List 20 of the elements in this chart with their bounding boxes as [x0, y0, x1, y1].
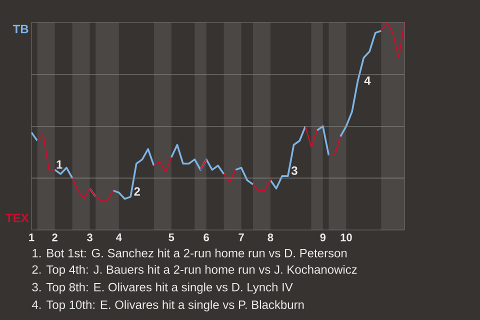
text: 2. Top 4th: J. Bauers hit a 2-run home run vs J. Kochanowicz [32, 265, 357, 276]
x-tick-label: 4 [116, 234, 122, 242]
x-tick-label: 6 [204, 234, 210, 242]
annotation: 4 [364, 76, 371, 85]
text: 3. Top 8th: E. Olivares hit a single vs D. Lynch IV [32, 282, 293, 294]
x-tick-label: 2 [52, 234, 58, 242]
text: 4. Top 10th: E. Olivares hit a single vs P. Blackburn [32, 300, 304, 312]
x-tick-label: 7 [238, 234, 244, 242]
x-tick-label: 3 [86, 234, 92, 242]
x-tick-label: 1 [29, 234, 34, 242]
text: TEX [6, 214, 29, 222]
annotation: 2 [134, 187, 140, 196]
annotation: 1 [56, 160, 62, 169]
x-tick-label: 10 [340, 234, 352, 242]
text: TB [12, 24, 28, 34]
x-tick-label: 5 [168, 234, 174, 242]
x-tick-label: 9 [320, 234, 326, 242]
x-tick-label: 8 [268, 234, 274, 242]
annotation: 3 [291, 166, 298, 175]
text: 1. Bot 1st: G. Sanchez hit a 2-run home run vs D. Peterson [32, 248, 347, 258]
